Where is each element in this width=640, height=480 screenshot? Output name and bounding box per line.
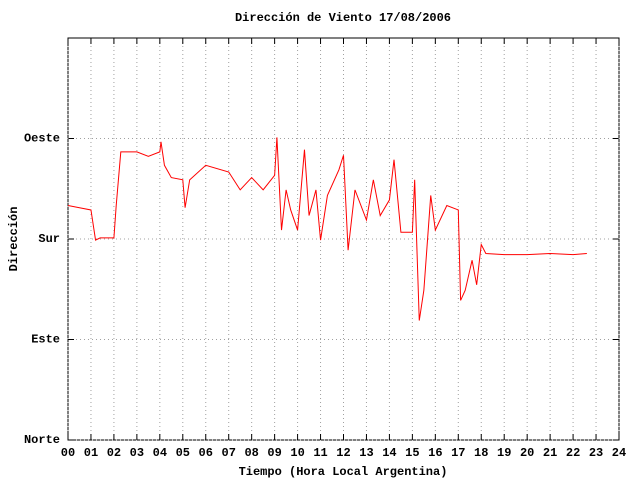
x-tick-label: 09	[267, 446, 281, 460]
x-tick-label: 17	[451, 446, 465, 460]
data-line	[67, 137, 587, 321]
x-tick-label: 20	[520, 446, 534, 460]
x-tick-label: 03	[130, 446, 144, 460]
x-tick-label: 04	[153, 446, 167, 460]
x-tick-label: 06	[199, 446, 213, 460]
y-tick-label: Oeste	[24, 132, 60, 146]
y-axis-label: Dirección	[7, 207, 21, 272]
x-axis-label: Tiempo (Hora Local Argentina)	[239, 465, 448, 479]
y-tick-label: Este	[31, 333, 60, 347]
x-tick-label: 11	[313, 446, 327, 460]
x-tick-label: 14	[382, 446, 396, 460]
x-tick-label: 02	[107, 446, 121, 460]
x-tick-label: 13	[359, 446, 373, 460]
x-tick-label: 01	[84, 446, 98, 460]
x-tick-label: 21	[543, 446, 557, 460]
x-tick-label: 10	[290, 446, 304, 460]
x-tick-label: 23	[589, 446, 603, 460]
x-tick-label: 07	[222, 446, 236, 460]
x-tick-label: 16	[428, 446, 442, 460]
x-tick-label: 24	[612, 446, 626, 460]
x-tick-label: 12	[336, 446, 350, 460]
x-tick-label: 18	[474, 446, 488, 460]
x-tick-label: 19	[497, 446, 511, 460]
y-tick-label: Norte	[24, 433, 60, 447]
x-tick-label: 05	[176, 446, 190, 460]
x-tick-label: 15	[405, 446, 419, 460]
y-tick-label: Sur	[38, 232, 60, 246]
x-tick-label: 08	[244, 446, 258, 460]
x-tick-label: 22	[566, 446, 580, 460]
chart-title: Dirección de Viento 17/08/2006	[235, 11, 451, 25]
x-tick-label: 00	[61, 446, 75, 460]
